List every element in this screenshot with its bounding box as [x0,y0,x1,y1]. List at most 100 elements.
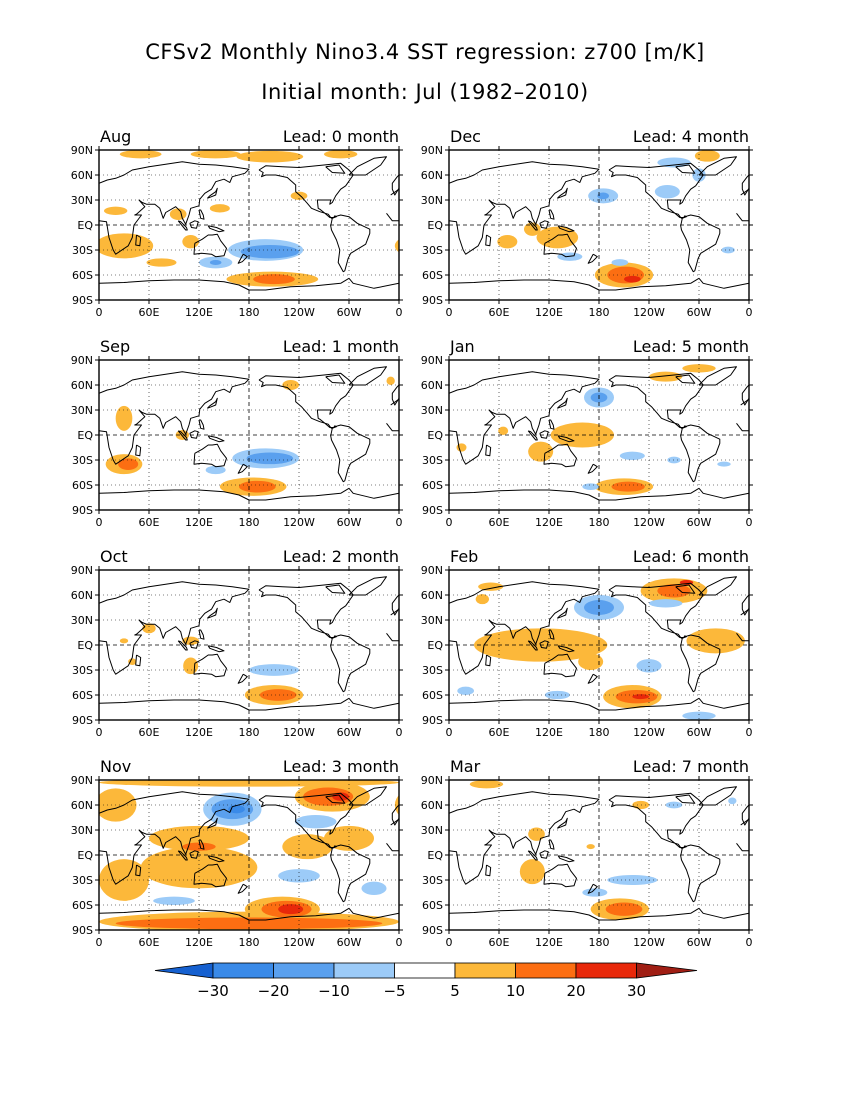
warm-anomaly-10-20 [0,918,82,930]
coastline [391,384,399,406]
coastline [543,443,577,468]
lat-label: 60S [422,479,443,492]
lon-label: 0 [446,306,453,319]
lat-label: 30S [72,664,93,677]
coastline [237,463,248,474]
coastline [99,487,399,501]
cool-anomaly-5-10 [205,465,226,475]
anomaly-shading [355,150,841,288]
lon-label: 60W [337,306,362,319]
warm-anomaly-5-10 [324,150,358,159]
lat-label: 30S [422,244,443,257]
coastline [99,907,399,921]
coastline [736,212,749,222]
anomaly-shading [198,364,731,495]
lon-label: 120E [535,936,563,949]
lon-label: 120W [633,936,665,949]
coastline [741,384,749,406]
cool-anomaly-5-10 [357,158,390,168]
colorbar-max-arrow [636,962,698,979]
panel-lead-label: Lead: 5 month [633,337,749,356]
lon-label: 60E [139,936,160,949]
warm-anomaly-5-10 [536,226,579,249]
warm-anomaly-5-10 [470,208,487,220]
cool-anomaly-5-10 [294,815,337,829]
coastline [539,640,549,649]
coastline [608,582,721,693]
warm-anomaly-5-10 [149,825,249,851]
warm-anomaly-5-10 [497,235,518,249]
coastline [556,397,568,409]
cool-anomaly-5-10 [721,246,735,254]
cool-anomaly-10-20 [547,453,594,465]
coastline [198,209,205,220]
lat-label: 60S [422,689,443,702]
lon-label: 120W [633,306,665,319]
colorbar-segment [394,962,456,979]
cool-anomaly-5-10 [278,869,320,883]
coastline [675,584,696,594]
cool-anomaly-5-10 [649,599,683,608]
coastline [193,863,227,888]
lon-label: 0 [746,306,753,319]
coastline [325,374,346,384]
coastline [527,640,538,651]
warm-anomaly-5-10 [824,223,841,236]
coastline [543,653,577,678]
coastline [99,791,250,885]
coastline [741,804,749,826]
lon-label: 120W [283,306,315,319]
coastline [99,161,250,255]
lat-label: 30N [421,404,443,417]
lon-label: 60W [687,516,712,529]
lat-label: 90S [72,924,93,937]
lat-label: 30S [72,874,93,887]
coastline [698,366,737,386]
coastline [557,435,575,443]
coastline [258,372,371,483]
lon-label: 120E [185,306,213,319]
cool-anomaly-5-10 [657,157,691,168]
lat-label: EQ [77,849,93,862]
coastline [557,855,575,863]
coastline [386,212,399,222]
lon-label: 60E [489,726,510,739]
cool-anomaly-10-20 [240,245,299,259]
cool-anomaly-5-10 [361,881,387,895]
warm-anomaly-20-30 [278,904,304,915]
lon-label: 60W [687,936,712,949]
lat-label: EQ [77,219,93,232]
coastline [587,673,598,684]
warm-anomaly-5-10 [324,825,374,851]
colorbar-segment [454,962,516,979]
lon-label: 60W [687,726,712,739]
warm-anomaly-5-10 [0,834,32,859]
coastline [449,161,600,255]
coastline [206,397,218,409]
coastline [485,444,492,457]
cool-anomaly-5-10 [355,185,380,198]
warm-anomaly-10-20 [182,842,216,851]
warm-anomaly-5-10 [198,427,208,435]
warm-anomaly-5-10 [128,658,137,666]
lon-label: 0 [96,726,103,739]
warm-anomaly-5-10 [586,844,595,850]
coastline [736,422,749,432]
warm-anomaly-5-10 [776,594,789,604]
warm-anomaly-10-20 [0,901,12,918]
lat-label: EQ [427,639,443,652]
lat-label: 30N [71,194,93,207]
coastline [135,444,142,457]
coastline [135,654,142,667]
cool-anomaly-5-10 [157,687,174,695]
coastline [189,640,199,649]
warm-anomaly-5-10 [0,151,3,163]
coastline [675,374,696,384]
coastlines [449,576,749,711]
coastline [449,277,749,291]
panel-lead-label: Lead: 4 month [633,127,749,146]
coastline [207,225,225,233]
